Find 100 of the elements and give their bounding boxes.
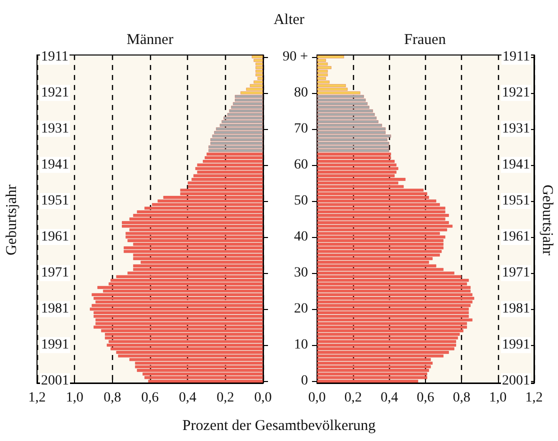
bar	[317, 70, 328, 73]
y2-tick-label: 1961	[502, 230, 530, 245]
bar	[204, 156, 263, 160]
x-tick-label: 0,8	[452, 390, 470, 406]
x-tick-label: 1,2	[525, 390, 543, 406]
bar	[122, 221, 263, 224]
bar	[317, 326, 468, 329]
bar	[317, 239, 444, 242]
bar	[317, 178, 406, 181]
bar	[317, 102, 368, 106]
bar	[255, 73, 263, 76]
y-tick-label: 1971	[41, 266, 69, 281]
bar	[317, 62, 328, 66]
chart-title: Männer	[126, 32, 174, 48]
x-tick-label: 0,2	[216, 390, 234, 406]
y-tick-label: 1931	[41, 121, 69, 136]
bar	[317, 314, 469, 318]
bar	[317, 217, 446, 221]
bar	[317, 340, 456, 344]
bar	[255, 62, 263, 66]
y2-tick-label: 1981	[502, 302, 530, 317]
bar	[229, 109, 263, 112]
bar	[94, 326, 263, 329]
bar	[317, 300, 473, 304]
y2-tick-label: 1931	[502, 121, 530, 136]
bar	[212, 134, 263, 138]
bar	[216, 127, 263, 130]
bar	[104, 336, 263, 340]
bar	[210, 138, 263, 142]
bar	[254, 80, 263, 84]
bar	[257, 76, 263, 80]
bar	[317, 94, 364, 98]
y-tick-label: 20	[294, 302, 308, 317]
bar	[317, 242, 444, 246]
bar	[317, 246, 444, 250]
y-tick-label: 1941	[41, 157, 69, 172]
bar	[106, 344, 263, 347]
bar	[223, 116, 263, 120]
bar	[97, 286, 263, 290]
bar	[104, 332, 263, 336]
bar	[222, 120, 263, 124]
x-tick-label: 0,0	[308, 390, 326, 406]
bar	[191, 178, 263, 181]
y-tick-label: 70	[294, 121, 308, 136]
y-tick-label: 1951	[41, 193, 69, 208]
bar	[317, 344, 456, 347]
x-tick-label: 1,0	[489, 390, 507, 406]
x-tick-label: 0,6	[141, 390, 159, 406]
bar	[317, 221, 450, 224]
bar	[208, 145, 263, 148]
y2-tick-label: 1921	[502, 85, 530, 100]
bar	[95, 322, 263, 326]
bar	[136, 368, 263, 372]
bar	[317, 365, 431, 368]
bar	[95, 300, 263, 304]
bar	[234, 98, 263, 102]
y2-tick-label: 1971	[502, 266, 530, 281]
bar	[317, 138, 388, 142]
bar	[144, 376, 263, 380]
x-tick-label: 1,0	[66, 390, 84, 406]
y-tick-label: 50	[294, 193, 308, 208]
bar	[317, 199, 436, 203]
bar	[94, 314, 263, 318]
bar	[208, 148, 263, 152]
bar	[214, 130, 263, 134]
y-tick-label: 1981	[41, 302, 69, 317]
bar	[317, 127, 386, 130]
bar	[195, 166, 263, 170]
bar	[317, 163, 397, 167]
y-tick-label: 1921	[41, 85, 69, 100]
bar	[234, 94, 263, 98]
bar	[317, 188, 424, 192]
x-tick-label: 0,6	[416, 390, 434, 406]
bar	[317, 66, 332, 70]
x-tick-label: 0,8	[104, 390, 122, 406]
bar	[317, 91, 360, 94]
bar	[317, 120, 378, 124]
bar	[230, 106, 263, 109]
bar	[317, 329, 464, 332]
bar	[317, 156, 392, 160]
bar	[317, 73, 328, 76]
bar	[317, 336, 458, 340]
bar	[317, 124, 382, 127]
bar	[317, 318, 473, 322]
bar	[197, 170, 263, 174]
bar	[255, 70, 263, 73]
bar	[250, 84, 263, 88]
bar	[317, 170, 397, 174]
y2-tick-label: 1991	[502, 338, 530, 353]
bar	[317, 214, 450, 217]
bar	[133, 214, 263, 217]
bar	[317, 347, 454, 350]
bar	[255, 66, 263, 70]
bar	[193, 174, 263, 178]
bar	[317, 332, 460, 336]
y2-tick-label: 1941	[502, 157, 530, 172]
y2-tick-label: 1951	[502, 193, 530, 208]
bar	[92, 293, 263, 296]
bar	[317, 206, 446, 210]
bar	[317, 192, 428, 196]
